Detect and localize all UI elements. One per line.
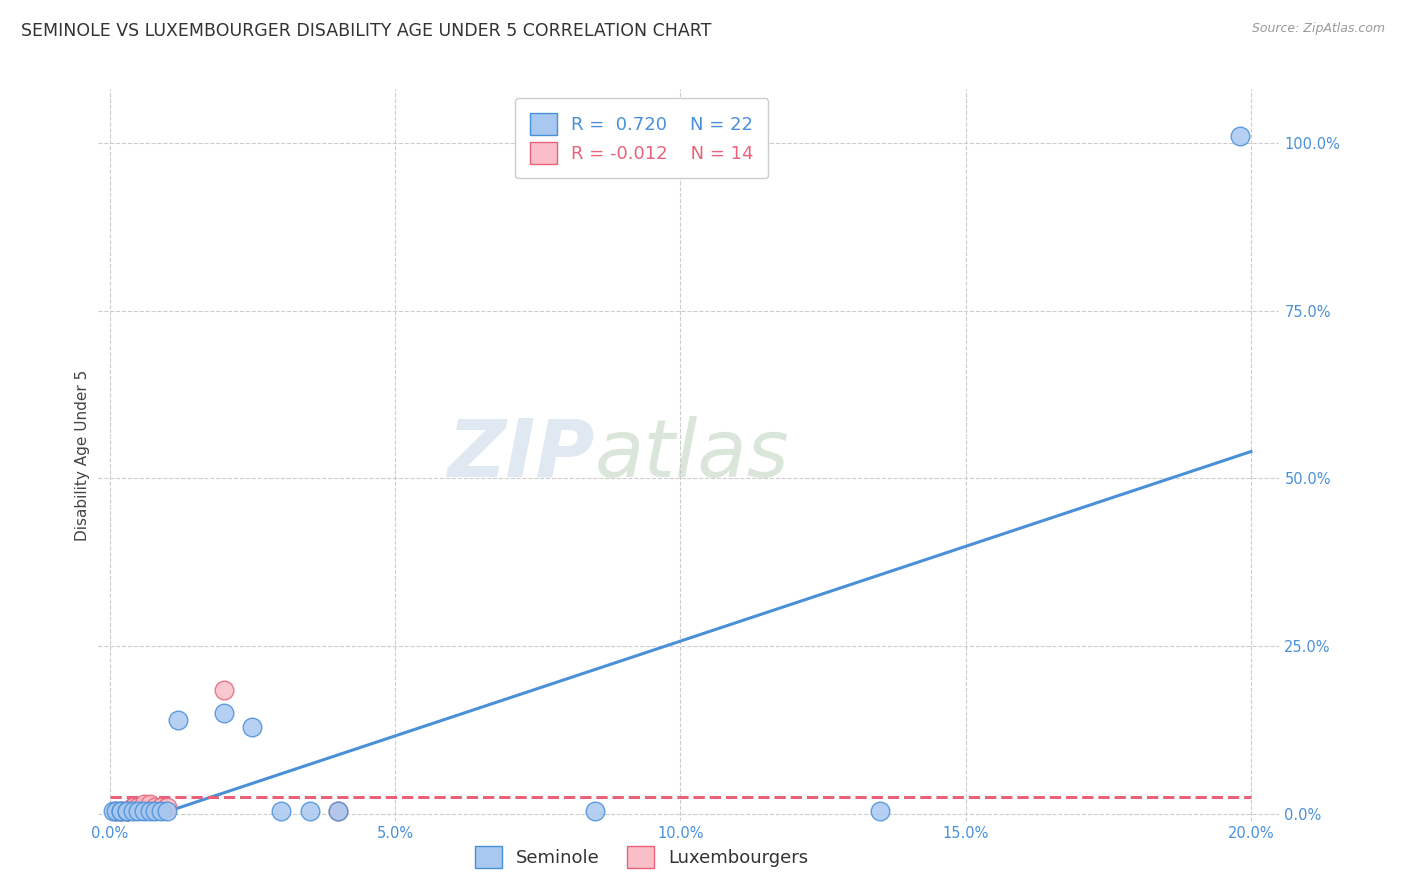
Point (110, 804, 132, 818)
Point (115, 804, 138, 818)
Point (115, 804, 138, 818)
Point (145, 800, 167, 814)
Point (115, 804, 138, 818)
Point (127, 804, 149, 818)
Point (121, 800, 143, 814)
Point (242, 720, 264, 734)
Text: atlas: atlas (595, 416, 789, 494)
Point (101, 804, 124, 818)
Point (583, 804, 606, 818)
Point (121, 800, 143, 814)
Legend: Seminole, Luxembourgers: Seminole, Luxembourgers (465, 838, 818, 878)
Point (212, 706, 235, 721)
Point (127, 800, 149, 814)
Point (115, 804, 138, 818)
Point (326, 804, 349, 818)
Point (139, 797, 162, 811)
Point (270, 804, 292, 818)
Point (121, 804, 143, 818)
Text: SEMINOLE VS LUXEMBOURGER DISABILITY AGE UNDER 5 CORRELATION CHART: SEMINOLE VS LUXEMBOURGER DISABILITY AGE … (21, 22, 711, 40)
Point (156, 800, 179, 814)
Point (326, 804, 349, 818)
Point (150, 804, 173, 818)
Text: ZIP: ZIP (447, 416, 595, 494)
Point (1229, 129, 1251, 144)
Point (104, 804, 127, 818)
Point (150, 800, 173, 814)
Point (110, 804, 132, 818)
Y-axis label: Disability Age Under 5: Disability Age Under 5 (75, 369, 90, 541)
Point (298, 804, 321, 818)
Point (145, 804, 167, 818)
Point (869, 804, 891, 818)
Point (212, 682, 235, 697)
Point (132, 804, 155, 818)
Point (104, 804, 127, 818)
Point (167, 713, 190, 727)
Point (110, 804, 132, 818)
Point (132, 797, 155, 811)
Point (156, 804, 179, 818)
Point (139, 804, 162, 818)
Text: Source: ZipAtlas.com: Source: ZipAtlas.com (1251, 22, 1385, 36)
